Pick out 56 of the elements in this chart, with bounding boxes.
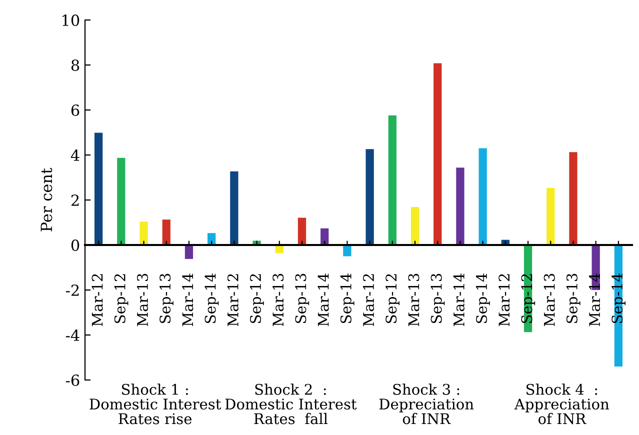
bar	[117, 158, 126, 245]
x-tick-label: Mar-12	[92, 274, 103, 326]
bar	[388, 115, 396, 245]
bar	[569, 152, 578, 245]
x-tick-label: Sep-12	[114, 274, 128, 323]
x-tick-label: Sep-12	[521, 274, 536, 323]
bar	[162, 220, 170, 245]
bar	[366, 149, 374, 245]
text: Shock 4 : Appreciation of INR	[514, 384, 610, 424]
bar	[94, 132, 103, 245]
y-tick-label: 0	[71, 239, 80, 252]
x-tick-label: Mar-14	[182, 274, 194, 326]
y-tick-label: 6	[71, 104, 80, 116]
x-tick-label: Sep-14	[340, 274, 354, 323]
bar	[140, 222, 148, 245]
x-tick-label: Mar-13	[272, 274, 284, 326]
x-tick-label: Mar-12	[498, 274, 510, 326]
x-tick-label: Sep-12	[250, 274, 264, 323]
x-tick-label: Mar-14	[589, 274, 600, 326]
x-tick-label: Sep-14	[204, 274, 219, 323]
y-tick-label: -6	[66, 374, 80, 386]
bar	[320, 228, 329, 245]
y-tick-label: -4	[66, 329, 80, 341]
bar	[208, 233, 216, 245]
x-tick-label: Sep-14	[612, 274, 626, 323]
x-tick-label: Mar-14	[318, 274, 329, 326]
y-tick-label: 8	[71, 59, 80, 72]
y-tick-label: -2	[66, 284, 79, 296]
y-axis-title: Per cent	[40, 168, 52, 232]
x-tick-label: Sep-13	[430, 274, 445, 323]
bar	[434, 63, 442, 245]
text: Shock 3 : Depreciation of INR	[379, 384, 474, 424]
text: Shock 2 : Domestic Interest Rates fall	[225, 384, 357, 424]
bar	[184, 245, 194, 259]
bar	[456, 168, 464, 245]
bar	[230, 171, 238, 245]
x-tick-label: Mar-13	[408, 274, 420, 326]
x-tick-label: Sep-13	[295, 274, 310, 323]
y-tick-label: 4	[70, 149, 80, 161]
text: Shock 1 : Domestic Interest Rates rise	[90, 384, 222, 424]
bar	[343, 245, 352, 256]
bar	[298, 218, 306, 245]
bar	[478, 148, 487, 245]
x-tick-label: Sep-14	[476, 274, 490, 323]
x-tick-label: Mar-14	[453, 274, 464, 326]
x-tick-label: Sep-12	[386, 274, 400, 323]
x-tick-label: Sep-13	[160, 274, 174, 323]
y-tick-label: 10	[62, 14, 80, 26]
x-tick-label: Mar-13	[136, 274, 148, 326]
x-tick-label: Sep-13	[566, 274, 580, 323]
x-tick-label: Mar-13	[544, 274, 555, 326]
bar	[410, 206, 420, 245]
x-tick-label: Mar-12	[227, 274, 238, 326]
x-tick-label: Mar-12	[363, 274, 374, 326]
bar	[546, 188, 555, 245]
y-tick-label: 2	[71, 194, 79, 206]
